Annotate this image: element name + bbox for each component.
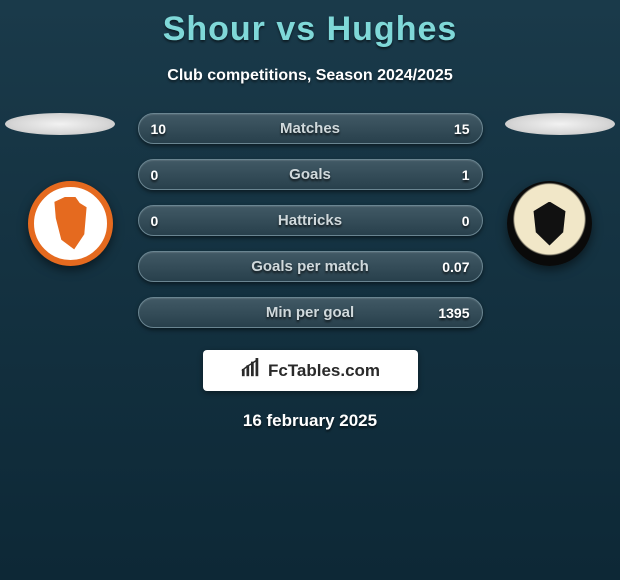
platform-left xyxy=(5,113,115,135)
stat-right-value: 1 xyxy=(434,167,470,183)
stat-rows: 10 Matches 15 0 Goals 1 0 Hattricks 0 Go… xyxy=(138,113,483,328)
stat-row-min-per-goal: Min per goal 1395 xyxy=(138,297,483,328)
brand-badge: FcTables.com xyxy=(203,350,418,391)
stat-label: Min per goal xyxy=(139,304,482,321)
page-subtitle: Club competitions, Season 2024/2025 xyxy=(0,67,620,85)
stat-label: Goals xyxy=(139,166,482,183)
stat-label: Matches xyxy=(139,120,482,137)
club-logo-left xyxy=(28,181,113,266)
stat-row-matches: 10 Matches 15 xyxy=(138,113,483,144)
stat-right-value: 0 xyxy=(434,213,470,229)
stat-right-value: 0.07 xyxy=(434,259,470,275)
stat-label: Hattricks xyxy=(139,212,482,229)
club-logo-right xyxy=(507,181,592,266)
stat-right-value: 15 xyxy=(434,121,470,137)
stat-left-value: 10 xyxy=(151,121,187,137)
stat-left-value: 0 xyxy=(151,167,187,183)
brand-text: FcTables.com xyxy=(268,361,380,381)
platform-right xyxy=(505,113,615,135)
match-date: 16 february 2025 xyxy=(0,411,620,431)
page-title: Shour vs Hughes xyxy=(0,0,620,49)
bar-chart-icon xyxy=(240,358,262,383)
stat-left-value: 0 xyxy=(151,213,187,229)
stat-label: Goals per match xyxy=(139,258,482,275)
stat-row-hattricks: 0 Hattricks 0 xyxy=(138,205,483,236)
comparison-panel: 10 Matches 15 0 Goals 1 0 Hattricks 0 Go… xyxy=(0,113,620,431)
stat-row-goals-per-match: Goals per match 0.07 xyxy=(138,251,483,282)
stat-right-value: 1395 xyxy=(434,305,470,321)
stat-row-goals: 0 Goals 1 xyxy=(138,159,483,190)
